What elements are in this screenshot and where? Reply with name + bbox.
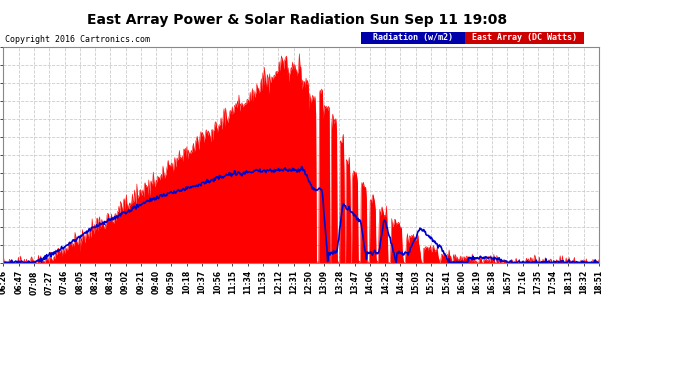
Text: East Array Power & Solar Radiation Sun Sep 11 19:08: East Array Power & Solar Radiation Sun S…	[87, 13, 506, 27]
FancyBboxPatch shape	[465, 32, 584, 44]
Text: Radiation (w/m2): Radiation (w/m2)	[373, 33, 453, 42]
Text: Copyright 2016 Cartronics.com: Copyright 2016 Cartronics.com	[5, 35, 150, 44]
Text: East Array (DC Watts): East Array (DC Watts)	[472, 33, 577, 42]
FancyBboxPatch shape	[361, 32, 465, 44]
